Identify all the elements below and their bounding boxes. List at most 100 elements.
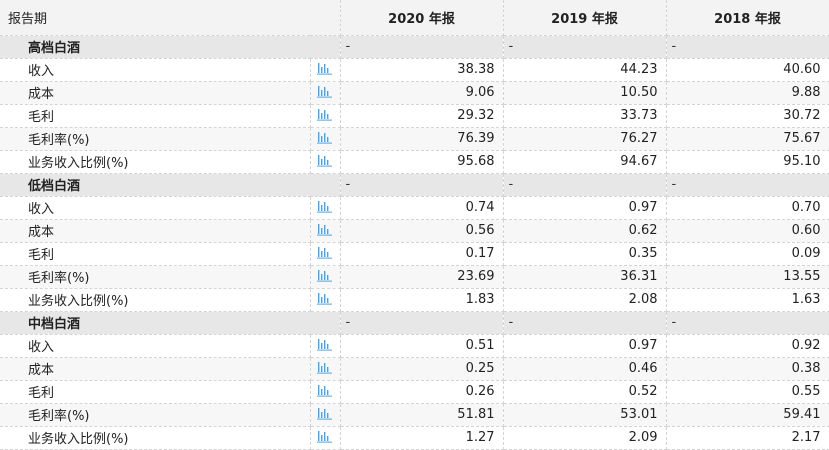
chart-cell — [310, 104, 341, 128]
bar-chart-icon[interactable] — [316, 152, 334, 172]
bar-chart-icon[interactable] — [316, 198, 334, 218]
table-row: 收入 38.38 44.23 40.60 — [0, 58, 829, 82]
bar-chart-icon[interactable] — [316, 244, 334, 264]
section-placeholder: - — [503, 311, 667, 335]
value-cell: 95.10 — [666, 150, 829, 174]
chart-cell — [310, 265, 341, 289]
value-cell: 30.72 — [666, 104, 829, 128]
value-cell: 10.50 — [503, 81, 667, 105]
chart-cell — [310, 334, 341, 358]
section-placeholder: - — [340, 173, 504, 197]
value-cell: 59.41 — [666, 403, 829, 427]
value-cell: 0.70 — [666, 196, 829, 220]
value-cell: 0.52 — [503, 380, 667, 404]
section-placeholder: - — [666, 173, 829, 197]
value-cell: 0.38 — [666, 357, 829, 381]
value-cell: 0.97 — [503, 196, 667, 220]
value-cell: 2.08 — [503, 288, 667, 312]
year-header-2019[interactable]: 2019 年报 — [503, 0, 667, 36]
section-title: 低档白酒 — [0, 173, 341, 197]
value-cell: 0.26 — [340, 380, 504, 404]
bar-chart-icon[interactable] — [316, 221, 334, 241]
bar-chart-icon[interactable] — [316, 106, 334, 126]
chart-cell — [310, 219, 341, 243]
table-row: 毛利 29.32 33.73 30.72 — [0, 104, 829, 128]
value-cell: 53.01 — [503, 403, 667, 427]
value-cell: 0.74 — [340, 196, 504, 220]
section-placeholder: - — [503, 35, 667, 59]
bar-chart-icon[interactable] — [316, 359, 334, 379]
table-row: 毛利 0.26 0.52 0.55 — [0, 380, 829, 404]
row-label: 成本 — [0, 81, 311, 105]
bar-chart-icon[interactable] — [316, 83, 334, 103]
table-row: 业务收入比例(%) 1.83 2.08 1.63 — [0, 288, 829, 312]
value-cell: 0.51 — [340, 334, 504, 358]
value-cell: 1.83 — [340, 288, 504, 312]
chart-cell — [310, 150, 341, 174]
value-cell: 0.97 — [503, 334, 667, 358]
section-title: 高档白酒 — [0, 35, 341, 59]
bar-chart-icon[interactable] — [316, 60, 334, 80]
section-row: 中档白酒 - - - — [0, 311, 829, 335]
value-cell: 0.09 — [666, 242, 829, 266]
row-label: 收入 — [0, 58, 311, 82]
chart-cell — [310, 403, 341, 427]
value-cell: 9.88 — [666, 81, 829, 105]
bar-chart-icon[interactable] — [316, 428, 334, 448]
bar-chart-icon[interactable] — [316, 405, 334, 425]
row-label: 收入 — [0, 334, 311, 358]
value-cell: 1.27 — [340, 426, 504, 450]
section-placeholder: - — [340, 311, 504, 335]
value-cell: 36.31 — [503, 265, 667, 289]
row-label: 成本 — [0, 219, 311, 243]
bar-chart-icon[interactable] — [316, 129, 334, 149]
value-cell: 0.62 — [503, 219, 667, 243]
value-cell: 38.38 — [340, 58, 504, 82]
row-label: 业务收入比例(%) — [0, 426, 311, 450]
bar-chart-icon[interactable] — [316, 290, 334, 310]
value-cell: 51.81 — [340, 403, 504, 427]
chart-cell — [310, 380, 341, 404]
row-label: 毛利 — [0, 242, 311, 266]
chart-cell — [310, 242, 341, 266]
value-cell: 0.60 — [666, 219, 829, 243]
table-row: 成本 0.25 0.46 0.38 — [0, 357, 829, 381]
section-placeholder: - — [666, 311, 829, 335]
chart-cell — [310, 288, 341, 312]
row-label: 毛利率(%) — [0, 403, 311, 427]
table-row: 成本 0.56 0.62 0.60 — [0, 219, 829, 243]
value-cell: 9.06 — [340, 81, 504, 105]
value-cell: 44.23 — [503, 58, 667, 82]
table-header-row: 报告期 2020 年报 2019 年报 2018 年报 — [0, 0, 829, 36]
year-header-2018[interactable]: 2018 年报 — [666, 0, 829, 36]
value-cell: 40.60 — [666, 58, 829, 82]
section-placeholder: - — [666, 35, 829, 59]
section-row: 高档白酒 - - - — [0, 35, 829, 59]
value-cell: 76.39 — [340, 127, 504, 151]
value-cell: 75.67 — [666, 127, 829, 151]
value-cell: 29.32 — [340, 104, 504, 128]
table-row: 毛利率(%) 23.69 36.31 13.55 — [0, 265, 829, 289]
value-cell: 2.17 — [666, 426, 829, 450]
value-cell: 1.63 — [666, 288, 829, 312]
year-header-2020[interactable]: 2020 年报 — [340, 0, 504, 36]
table-row: 毛利率(%) 76.39 76.27 75.67 — [0, 127, 829, 151]
chart-cell — [310, 127, 341, 151]
value-cell: 94.67 — [503, 150, 667, 174]
row-label: 毛利 — [0, 380, 311, 404]
chart-cell — [310, 196, 341, 220]
row-label: 业务收入比例(%) — [0, 288, 311, 312]
row-label: 业务收入比例(%) — [0, 150, 311, 174]
bar-chart-icon[interactable] — [316, 336, 334, 356]
bar-chart-icon[interactable] — [316, 382, 334, 402]
value-cell: 13.55 — [666, 265, 829, 289]
row-label: 毛利率(%) — [0, 127, 311, 151]
value-cell: 76.27 — [503, 127, 667, 151]
table-row: 收入 0.51 0.97 0.92 — [0, 334, 829, 358]
section-row: 低档白酒 - - - — [0, 173, 829, 197]
row-label: 毛利率(%) — [0, 265, 311, 289]
bar-chart-icon[interactable] — [316, 267, 334, 287]
section-placeholder: - — [340, 35, 504, 59]
chart-cell — [310, 58, 341, 82]
